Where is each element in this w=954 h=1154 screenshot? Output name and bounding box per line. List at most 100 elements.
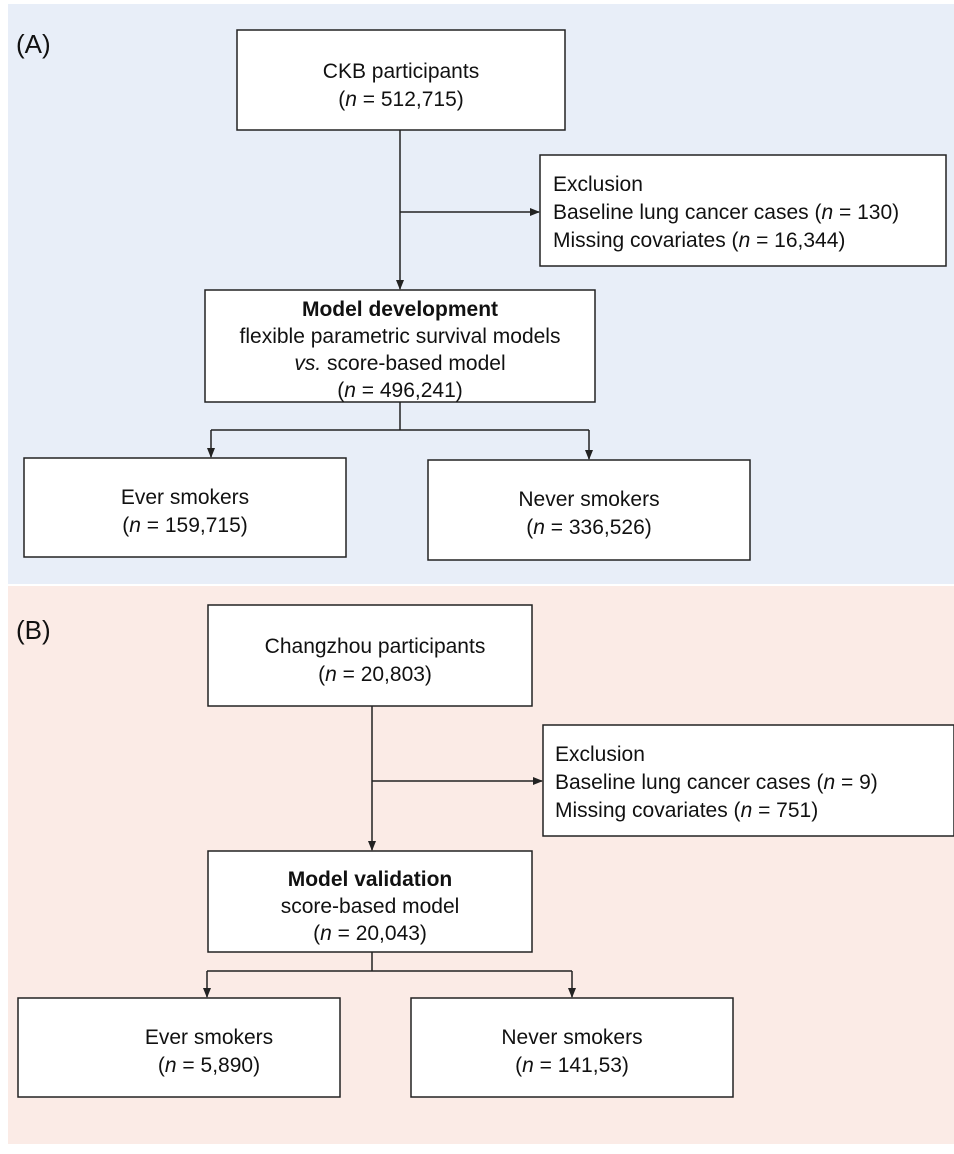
node-line: CKB participants — [323, 60, 479, 83]
text-run: = 16,344) — [750, 229, 845, 252]
text-run: = 5,890) — [177, 1054, 260, 1077]
node-line: vs. score-based model — [294, 352, 505, 375]
text-run: = 141,53) — [534, 1054, 629, 1077]
node-line: Model validation — [288, 868, 453, 891]
text-run: Model validation — [288, 868, 453, 891]
text-run: ( — [338, 88, 345, 111]
text-run: ( — [158, 1054, 165, 1077]
node-box — [17, 997, 341, 1098]
node-line: Never smokers — [518, 488, 659, 511]
node: Changzhou participants (n = 20,803) — [207, 604, 533, 707]
text-run: flexible parametric survival models — [240, 325, 561, 348]
text-run: Ever smokers — [121, 486, 249, 509]
text-run: score-based model — [281, 895, 460, 918]
node-box — [204, 289, 596, 403]
text-run: n — [325, 663, 337, 686]
node-line: (n = 141,53) — [515, 1054, 629, 1077]
panel-label: (A) — [16, 29, 51, 59]
node-line: Missing covariates (n = 751) — [555, 799, 818, 822]
text-run: = 9) — [835, 771, 878, 794]
text-run: Exclusion — [553, 173, 643, 196]
text-run: vs. — [294, 352, 321, 375]
text-run: n — [739, 229, 751, 252]
node-box — [207, 850, 533, 953]
text-run: Never smokers — [501, 1026, 642, 1049]
node-line: Baseline lung cancer cases (n = 130) — [553, 201, 899, 224]
node-line: Model development — [302, 298, 498, 321]
node-line: Never smokers — [501, 1026, 642, 1049]
node-line: score-based model — [281, 895, 460, 918]
node-line: (n = 20,803) — [318, 663, 432, 686]
node-line: flexible parametric survival models — [240, 325, 561, 348]
node-line: Exclusion — [553, 173, 643, 196]
node-box — [23, 457, 347, 558]
node: CKB participants (n = 512,715) — [236, 29, 566, 131]
node: Never smokers (n = 141,53) — [410, 997, 734, 1098]
text-run: = 512,715) — [357, 88, 464, 111]
node-line: (n = 512,715) — [338, 88, 464, 111]
text-run: = 496,241) — [356, 379, 463, 402]
text-run: n — [821, 201, 833, 224]
text-run: Changzhou participants — [265, 635, 486, 658]
node-line: (n = 5,890) — [158, 1054, 260, 1077]
node: Never smokers (n = 336,526) — [427, 459, 751, 561]
connectors-a — [207, 130, 593, 460]
text-run: n — [129, 514, 141, 537]
text-run: n — [344, 379, 356, 402]
node: Ever smokers (n = 5,890) — [17, 997, 341, 1098]
node-line: Ever smokers — [121, 486, 249, 509]
node-line: Exclusion — [555, 743, 645, 766]
text-run: Baseline lung cancer cases ( — [553, 201, 821, 224]
node-line: (n = 20,043) — [313, 922, 427, 945]
text-run: Ever smokers — [145, 1026, 273, 1049]
text-run: n — [165, 1054, 177, 1077]
node-line: Ever smokers — [145, 1026, 273, 1049]
text-run: = 130) — [833, 201, 899, 224]
node-box — [236, 29, 566, 131]
node-box — [427, 459, 751, 561]
text-run: n — [345, 88, 357, 111]
text-run: Missing covariates ( — [553, 229, 739, 252]
node-box — [542, 724, 954, 837]
text-run: Baseline lung cancer cases ( — [555, 771, 823, 794]
text-run: ( — [337, 379, 344, 402]
text-run: Never smokers — [518, 488, 659, 511]
text-run: ( — [122, 514, 129, 537]
text-run: n — [320, 922, 332, 945]
text-run: ( — [313, 922, 320, 945]
text-run: n — [741, 799, 753, 822]
text-run: n — [533, 516, 545, 539]
text-run: = 159,715) — [141, 514, 248, 537]
node-line: Missing covariates (n = 16,344) — [553, 229, 845, 252]
text-run: n — [823, 771, 835, 794]
node-line: (n = 496,241) — [337, 379, 463, 402]
text-run: ( — [515, 1054, 522, 1077]
text-run: n — [522, 1054, 534, 1077]
text-run: ( — [318, 663, 325, 686]
node-box — [539, 154, 947, 267]
node: Ever smokers (n = 159,715) — [23, 457, 347, 558]
node: Model validation score-based model (n = 20… — [207, 850, 533, 953]
node-line: Baseline lung cancer cases (n = 9) — [555, 771, 878, 794]
text-run: = 20,803) — [337, 663, 432, 686]
text-run: CKB participants — [323, 60, 479, 83]
text-run: = 336,526) — [545, 516, 652, 539]
text-run: = 751) — [752, 799, 818, 822]
text-run: Model development — [302, 298, 498, 321]
panel-label: (B) — [16, 615, 51, 645]
node-box — [207, 604, 533, 707]
node-line: Changzhou participants — [265, 635, 486, 658]
text-run: Missing covariates ( — [555, 799, 741, 822]
node-line: (n = 159,715) — [122, 514, 248, 537]
node: Model development flexible parametric sur… — [204, 289, 596, 403]
connectors-b — [203, 706, 576, 998]
node-box — [410, 997, 734, 1098]
text-run: = 20,043) — [332, 922, 427, 945]
text-run: Exclusion — [555, 743, 645, 766]
node-line: (n = 336,526) — [526, 516, 652, 539]
text-run: score-based model — [321, 352, 505, 375]
text-run: ( — [526, 516, 533, 539]
